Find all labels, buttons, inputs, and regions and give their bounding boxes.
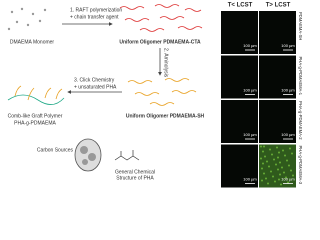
fluorescence: [261, 167, 263, 170]
label: Structure of PHA: [116, 175, 154, 181]
fluorescence: [264, 155, 266, 158]
fluorescence: [266, 160, 268, 163]
fluorescence: [261, 179, 263, 182]
fluorescence: [292, 174, 294, 177]
micrographs: T< LCST T> LCST 100 µm 100 µmPDMAEMA-SH10…: [221, 3, 303, 188]
fluorescence: [275, 163, 277, 166]
micrograph: [259, 55, 296, 99]
fluorescence: [290, 169, 292, 172]
fluorescence: [260, 145, 262, 148]
sh-chains: [127, 78, 197, 106]
micrograph: [259, 100, 296, 143]
fluorescence: [282, 149, 284, 152]
label: DMAEMA Monomer: [10, 39, 55, 45]
fluorescence: [269, 148, 271, 151]
scale-label: 100 µm: [243, 43, 257, 48]
fluorescence: [273, 158, 275, 161]
scale-label: 100 µm: [281, 132, 295, 137]
fluorescence: [288, 164, 290, 167]
fluorescence: [267, 182, 269, 185]
column-header: T< LCST: [228, 3, 253, 9]
micrograph: [221, 55, 258, 99]
label: PHA-g-PDMAEMA: [14, 120, 56, 126]
fluorescence: [262, 150, 264, 153]
fluorescence: [283, 171, 285, 174]
row-label: PDMAEMA-SH: [298, 12, 303, 40]
label: 3. Click Chemistry: [74, 77, 115, 83]
fluorescence: [272, 175, 274, 178]
fluorescence: [263, 172, 265, 175]
label: General Chemical: [115, 169, 155, 175]
fluorescence: [278, 151, 280, 154]
row-label: PHA-g-PDMAEMA-3: [298, 146, 303, 185]
fluorescence: [265, 177, 267, 180]
fluorescence: [284, 154, 286, 157]
row-label: PHA-g-PDMAEMA-2: [298, 101, 303, 140]
fluorescence: [277, 156, 279, 159]
label: Carbon Sources: [37, 147, 74, 153]
fluorescence: [289, 147, 291, 150]
fluorescence: [278, 178, 280, 181]
monomers: [7, 7, 47, 31]
fluorescence: [281, 166, 283, 169]
scale-label: 100 µm: [281, 88, 295, 93]
fluorescence: [277, 168, 279, 171]
fluorescence: [270, 170, 272, 173]
fluorescence: [280, 183, 282, 186]
fluorescence: [260, 157, 262, 160]
label: 1. RAFT polymerization: [70, 7, 122, 13]
fluorescence: [274, 180, 276, 183]
fluorescence: [285, 176, 287, 179]
label: Uniform Oligomer PDMAEMA-CTA: [119, 39, 201, 45]
graft-polymer: [7, 85, 65, 105]
fluorescence: [276, 146, 278, 149]
fluorescence: [262, 162, 264, 165]
cta-chains: [119, 4, 203, 32]
fluorescence: [286, 159, 288, 162]
scale-label: 100 µm: [243, 88, 257, 93]
label: 2. Aminolysis: [163, 48, 169, 78]
micrograph: [221, 144, 258, 188]
fluorescence: [263, 145, 265, 148]
label: Uniform Oligomer PDMAEMA-SH: [126, 113, 205, 119]
column-header: T> LCST: [266, 3, 291, 9]
micrograph: [259, 11, 296, 54]
label: + unsaturated PHA: [74, 84, 117, 90]
fluorescence: [279, 161, 281, 164]
row-label: PHA-g-PDMAEMA-1: [298, 57, 303, 96]
structure: [114, 150, 140, 161]
micrograph: [221, 11, 258, 54]
label: + chain transfer agent: [70, 14, 119, 20]
cell: [74, 138, 102, 172]
fluorescence: [291, 152, 293, 155]
fluorescence: [268, 165, 270, 168]
scale-label: 100 µm: [281, 177, 295, 182]
fluorescence: [279, 173, 281, 176]
fluorescence: [271, 153, 273, 156]
scale-label: 100 µm: [281, 43, 295, 48]
micrograph: [221, 100, 258, 143]
scale-label: 100 µm: [243, 132, 257, 137]
fluorescence: [287, 181, 289, 184]
label: Comb-like Graft Polymer: [8, 113, 63, 119]
figure: DMAEMA Monomer 1. RAFT polymerization + …: [7, 3, 303, 188]
scale-label: 100 µm: [243, 177, 257, 182]
